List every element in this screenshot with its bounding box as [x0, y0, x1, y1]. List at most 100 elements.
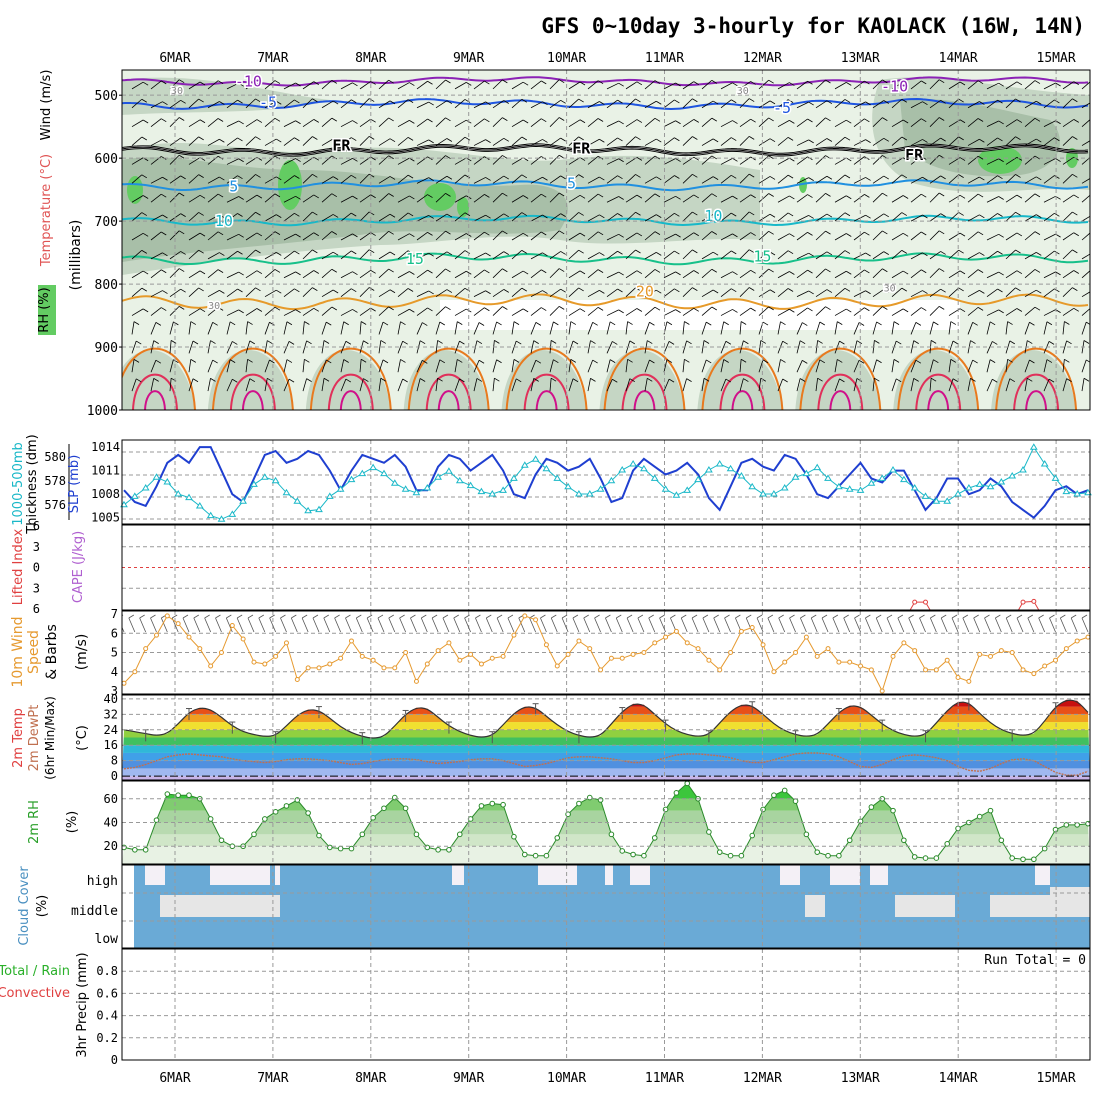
wind-barb-flag [787, 174, 794, 179]
slp-tick-label: 1008 [91, 487, 120, 501]
wind-barb [910, 101, 923, 109]
wind-barb-flag [922, 101, 928, 106]
thickness-point [217, 515, 226, 522]
wind-barb [473, 378, 478, 392]
wind-barb [435, 117, 446, 127]
surface-wind-barb-flag [1038, 614, 1044, 619]
wind-barb-flag [636, 270, 643, 275]
wind-barb [910, 214, 923, 222]
wind-barb-flag [989, 321, 996, 326]
wind-barb-flag [599, 101, 605, 105]
wind-barb-flag [666, 321, 673, 326]
wind-barb-flag [427, 194, 433, 198]
wind-barb-flag [654, 269, 661, 273]
rh-green-blob [278, 160, 302, 210]
wind-barb [416, 194, 428, 203]
wind-barb-flag [656, 176, 662, 181]
wind-barb-flag [649, 321, 655, 326]
wind-barb [416, 101, 429, 109]
wind-barb-flag [437, 340, 443, 344]
wind-barb [568, 119, 581, 128]
surface-wind-barb [464, 617, 471, 633]
wind-barb [1024, 176, 1037, 184]
thickness-point [650, 474, 659, 481]
thickness-point [390, 479, 399, 486]
wind-barb [283, 82, 296, 90]
wind-barb [283, 309, 296, 316]
surface-wind-barb [193, 617, 201, 633]
wind-barb-flag [256, 308, 263, 312]
wind-barb [758, 251, 771, 260]
surface-wind-barb-flag [312, 614, 319, 619]
wind-barb-flag [389, 100, 396, 105]
wind-barb [1043, 321, 1048, 335]
wind-barb [625, 81, 638, 90]
wind-barb-flag [684, 358, 690, 363]
thickness-point [282, 488, 291, 496]
wind-barb-flag [161, 231, 167, 236]
wind-barb [929, 117, 940, 127]
wind-barb-flag [579, 308, 586, 313]
wind-barb-flag [1034, 117, 1041, 122]
wind-barb [644, 289, 657, 298]
wind-barb [948, 174, 959, 184]
wind-barb [815, 251, 828, 260]
wind-speed-point [663, 634, 669, 640]
wind-barb [796, 194, 808, 203]
wind-barb [283, 288, 295, 297]
wind-barb [967, 118, 979, 127]
wind-barb-flag [654, 231, 661, 235]
wind-barb-flag [826, 289, 833, 293]
surface-wind-barb [225, 617, 233, 633]
wind-barb-flag [725, 340, 732, 345]
date-label-top: 12MAR [743, 51, 782, 66]
wind-barb-flag [740, 358, 747, 363]
wind-barb [739, 211, 750, 222]
wind-barb-flag [388, 117, 394, 122]
wind-barb [492, 378, 495, 392]
wind-barb [340, 137, 352, 146]
wind-barb [530, 139, 543, 146]
rh2m-point [901, 837, 907, 844]
wind-speed-point [370, 657, 376, 663]
wind-barb [359, 307, 371, 316]
wind-barb [587, 176, 600, 184]
wind-barb [226, 271, 239, 279]
wind-barb-flag [748, 173, 755, 178]
wind-barb [359, 81, 371, 90]
wind-barb [606, 175, 618, 184]
wind-barb [283, 137, 295, 146]
wind-barb-flag [590, 340, 596, 344]
wind-barb-flag [1073, 270, 1079, 274]
wind-barb [587, 359, 594, 373]
wind-barb [226, 82, 239, 90]
rh2m-point [565, 811, 571, 818]
wind-barb-flag [332, 214, 339, 218]
wind-barb-flag [959, 308, 966, 313]
wind-barb-flag [901, 212, 908, 216]
wind-barb-flag [938, 306, 945, 310]
wind-barb [1081, 253, 1090, 260]
wind-barb [340, 82, 353, 90]
wind-barb-flag [635, 249, 641, 254]
wind-barb [492, 175, 505, 184]
wind-barb-flag [351, 212, 357, 217]
wind-barb [188, 270, 201, 279]
surface-wind-barb-flag [973, 614, 979, 619]
wind-barb [1005, 321, 1008, 335]
wind-barb [321, 100, 334, 109]
wind-speed-point [197, 646, 203, 652]
wind-barb [663, 271, 676, 279]
wind-barb [606, 196, 619, 203]
wind-barb-flag [255, 174, 261, 178]
wind-barb-flag [352, 271, 358, 276]
wind-barb-flag [229, 321, 236, 326]
wind-barb [454, 157, 467, 165]
wind-speed-point [208, 663, 214, 669]
slp-tick-label: 1014 [91, 440, 120, 454]
temp-tick-label: 0 [111, 769, 118, 783]
wind-barb [777, 378, 784, 392]
surface-wind-barb-flag [193, 614, 200, 619]
wind-barb-flag [578, 136, 584, 141]
wind-barb-flag [313, 81, 319, 85]
